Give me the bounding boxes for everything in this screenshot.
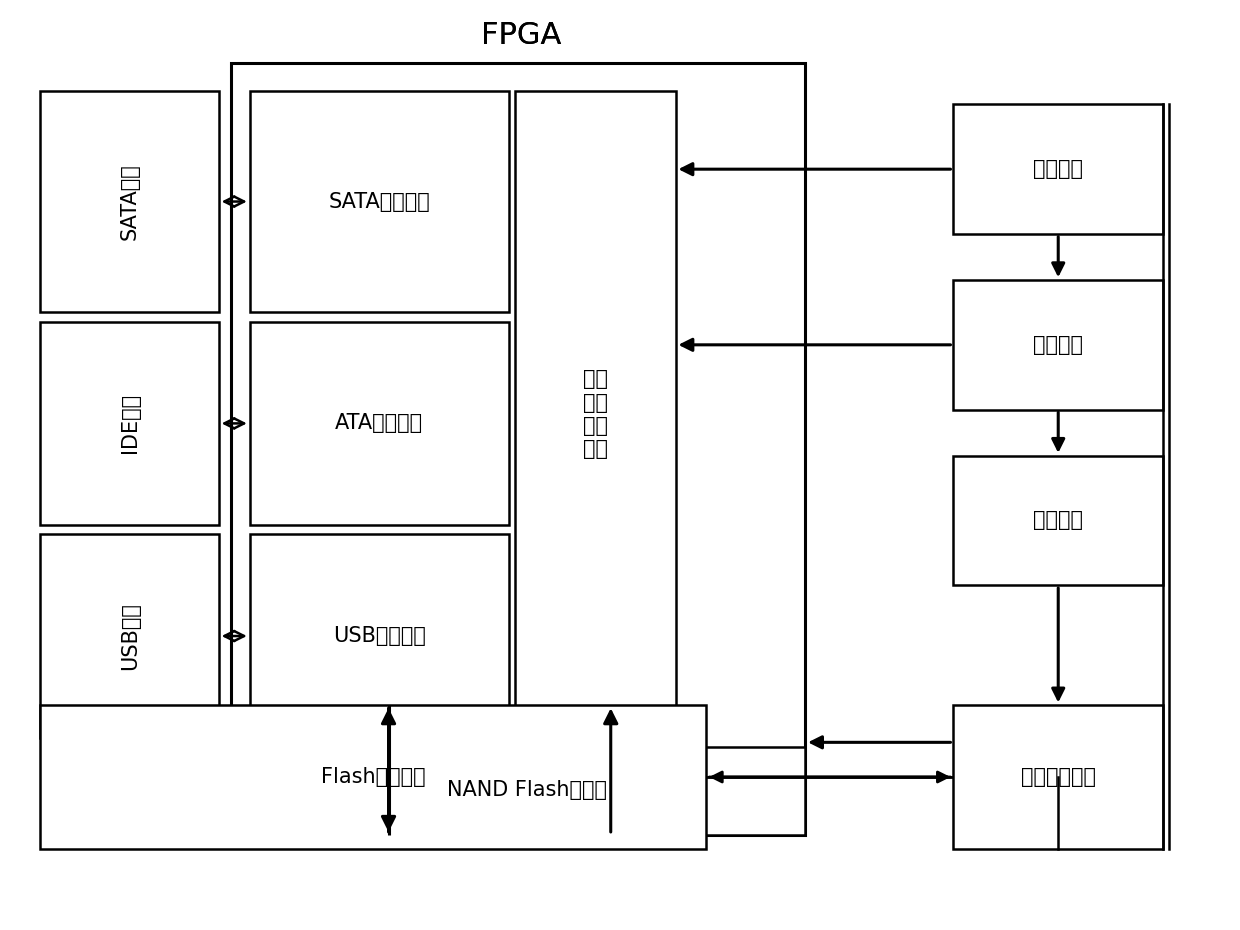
Text: FPGA: FPGA <box>481 20 562 49</box>
Text: ATA协议处理: ATA协议处理 <box>335 414 423 433</box>
Bar <box>231 63 805 835</box>
Bar <box>954 456 1163 585</box>
Bar <box>249 322 508 525</box>
Text: FPGA: FPGA <box>481 20 562 49</box>
Bar <box>954 705 1163 849</box>
Bar <box>40 705 707 849</box>
Bar <box>249 90 508 312</box>
Bar <box>40 322 218 525</box>
Text: NAND Flash控制器: NAND Flash控制器 <box>448 780 608 801</box>
Text: SATA接口: SATA接口 <box>120 163 140 240</box>
Bar <box>40 535 218 737</box>
Bar <box>515 90 676 737</box>
Text: USB协议处理: USB协议处理 <box>332 626 425 646</box>
Text: 电源
配置
调试
接口: 电源 配置 调试 接口 <box>583 369 608 459</box>
Text: 数据保诞模块: 数据保诞模块 <box>1021 766 1096 787</box>
Bar <box>40 90 218 312</box>
Bar <box>249 535 508 737</box>
Text: 电源模块: 电源模块 <box>1033 159 1084 179</box>
Bar <box>954 280 1163 409</box>
Text: SATA协议处理: SATA协议处理 <box>329 192 430 211</box>
Text: 调试模块: 调试模块 <box>1033 511 1084 530</box>
Text: Flash存储阵列: Flash存储阵列 <box>321 766 425 787</box>
Bar <box>249 747 805 835</box>
Text: 配置模块: 配置模块 <box>1033 335 1084 355</box>
Bar <box>954 104 1163 233</box>
Text: IDE接口: IDE接口 <box>120 393 140 454</box>
Text: USB接口: USB接口 <box>120 602 140 670</box>
